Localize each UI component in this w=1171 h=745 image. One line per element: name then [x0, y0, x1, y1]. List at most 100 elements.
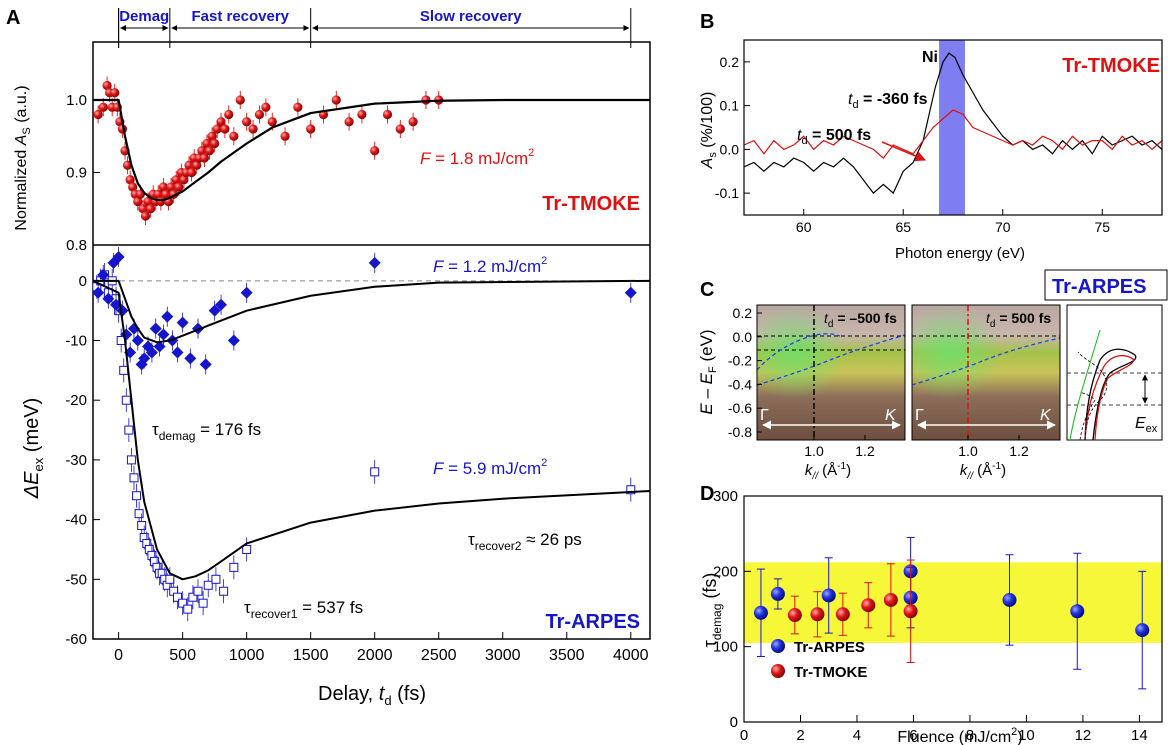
- a-high-point-14: [134, 509, 144, 519]
- a-top-point-65: [395, 124, 405, 134]
- arpes-map-negative-label: td = –500 fs: [824, 310, 897, 330]
- panel-d: 0 100 200 300 0 2 4 6 8 10 12 14 τdemag (fs) Fluenc…: [700, 488, 1163, 745]
- a-high-point-35: [211, 574, 221, 584]
- panel-letter-c: C: [700, 279, 714, 301]
- b-series-line-1: [743, 109, 1163, 160]
- panel-c: Γ K td = –500 fs Γ K td = 500 fs: [697, 269, 1168, 482]
- panel-c-xticks: 1.0 1.2 1.0 1.2: [804, 435, 1029, 459]
- a-high-point-13: [132, 491, 142, 501]
- d-xtick-label-1: 2: [796, 727, 804, 744]
- arpes-map-negative: Γ K td = –500 fs: [756, 304, 906, 441]
- a-top-point-63: [370, 146, 380, 156]
- b-ytick-label-0: -0.1: [715, 185, 739, 201]
- a-high-point-33: [198, 598, 208, 608]
- a-top-point-60: [331, 95, 341, 105]
- c-ytick-label-5: -0.8: [728, 424, 752, 440]
- phase-label-2: Slow recovery: [420, 8, 522, 25]
- d-point-0-5: [1002, 592, 1017, 607]
- panel-letter-a: A: [6, 7, 20, 29]
- a-low-point-18: [161, 310, 174, 323]
- panel-a-bottom-data: [92, 246, 651, 622]
- panel-b-frame: [743, 39, 1163, 216]
- b-xtick-label-0: 60: [796, 219, 812, 235]
- a-top-point-52: [248, 124, 258, 134]
- panel-c-yticks: 0.2 0.0 -0.2 -0.4 -0.6 -0.8: [728, 305, 762, 440]
- a-low-point-14: [145, 346, 158, 359]
- arpes-map-positive: Γ K td = 500 fs: [911, 304, 1061, 441]
- phase-label-1: Fast recovery: [191, 8, 289, 25]
- a-high-point-8: [119, 365, 129, 375]
- a-top-point-51: [242, 117, 252, 127]
- demag-time-band: [744, 562, 1162, 643]
- eex-label: Eex: [1135, 415, 1158, 435]
- d-xtick-label-5: 10: [1018, 727, 1035, 744]
- d-xtick-label-3: 6: [909, 727, 917, 744]
- a-high-point-29: [178, 598, 188, 608]
- d-xtick-label-4: 8: [966, 727, 974, 744]
- d-point-0-2: [821, 588, 836, 603]
- d-xtick-label-7: 14: [1131, 727, 1148, 744]
- panel-letter-b: B: [700, 11, 714, 33]
- panel-b-axes: -0.1 0.0 0.1 0.2 60 65 70 75: [715, 54, 1110, 235]
- a-bot-ytick-label-5: -50: [65, 571, 87, 588]
- a-top-point-35: [186, 167, 197, 178]
- a-high-point-36: [219, 586, 229, 596]
- d-point-1-3: [861, 598, 876, 613]
- panel-a-top-ylabel: Normalized AS (a.u.): [13, 85, 33, 230]
- k-label-2: K: [1040, 407, 1052, 424]
- b-xtick-label-2: 70: [995, 219, 1011, 235]
- a-top-point-64: [382, 109, 393, 120]
- a-xtick-label-7: 3500: [549, 647, 585, 664]
- a-top-point-49: [229, 131, 239, 141]
- edc-panel: Eex: [1066, 304, 1163, 441]
- a-xtick-label-3: 1500: [293, 647, 329, 664]
- a-low-point-30: [624, 286, 637, 299]
- a-top-point-17: [140, 211, 151, 221]
- tau-recover2-annotation: τrecover2 ≈ 26 ps: [468, 530, 582, 553]
- a-low-point-22: [184, 352, 197, 365]
- a-low-point-27: [227, 334, 240, 347]
- a-xtick-label-6: 3000: [485, 647, 521, 664]
- d-ytick-label-2: 200: [713, 563, 738, 580]
- a-low-point-17: [157, 328, 170, 341]
- tmoke-tag-b: Tr-TMOKE: [1062, 55, 1160, 77]
- b-label-negative-delay: td = -360 fs: [848, 91, 928, 111]
- a-low-point-15: [149, 322, 162, 335]
- panel-c-xlabel-1: k// (Å-1): [805, 461, 851, 482]
- a-top-point-47: [220, 124, 230, 134]
- a-top-point-44: [210, 138, 220, 149]
- d-point-0-0: [753, 605, 768, 620]
- ni-label: Ni: [922, 49, 938, 66]
- a-top-point-55: [267, 117, 277, 127]
- c-ytick-label-0: 0.2: [733, 305, 753, 321]
- d-xtick-label-6: 12: [1075, 727, 1092, 744]
- panel-c-ylabel: E – EF (eV): [697, 329, 719, 414]
- a-xtick-label-5: 2500: [421, 647, 457, 664]
- a-top-point-30: [174, 182, 184, 192]
- arpes-fluence-high-annotation: F = 5.9 mJ/cm2: [433, 457, 547, 478]
- a-top-point-67: [421, 95, 431, 105]
- a-bot-ytick-label-1: -10: [65, 333, 87, 350]
- a-low-point-28: [240, 286, 253, 299]
- d-point-0-6: [1070, 604, 1085, 619]
- d-point-1-5: [903, 604, 918, 619]
- a-top-point-53: [254, 109, 265, 120]
- arpes-fluence-low-annotation: F = 1.2 mJ/cm2: [433, 255, 547, 276]
- a-high-fit-line: [92, 279, 651, 581]
- panel-a-top-data: [93, 76, 650, 225]
- a-high-point-26: [165, 574, 175, 584]
- panel-d-axes: 0 100 200 300 0 2 4 6 8 10 12 14: [713, 488, 1148, 744]
- a-bot-ytick-label-4: -40: [65, 512, 87, 529]
- arpes-tag-c: Tr-ARPES: [1052, 276, 1146, 298]
- a-top-point-0: [93, 109, 103, 120]
- a-top-point-62: [357, 109, 367, 120]
- d-xtick-label-2: 4: [853, 727, 861, 744]
- a-low-point-24: [199, 358, 212, 371]
- a-low-point-5: [112, 250, 125, 263]
- panel-d-ylabel: τdemag (fs): [700, 573, 724, 648]
- a-xtick-label-1: 500: [169, 647, 196, 664]
- panel-b-ylabel: As (%/100): [699, 92, 719, 170]
- b-ytick-label-2: 0.1: [720, 98, 740, 114]
- a-top-point-54: [261, 102, 271, 112]
